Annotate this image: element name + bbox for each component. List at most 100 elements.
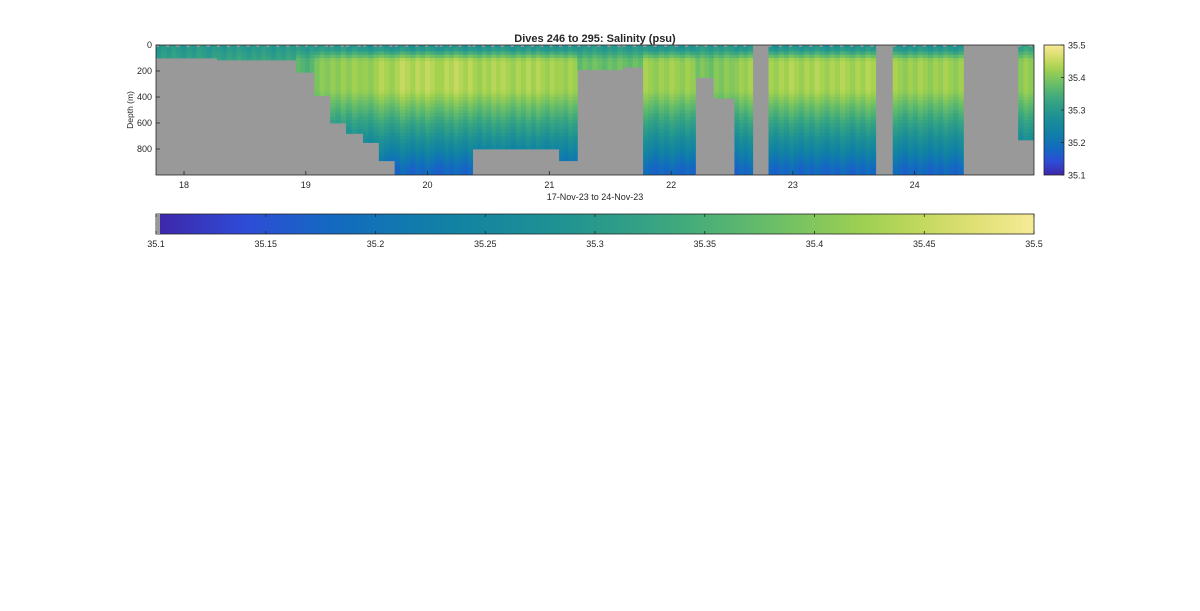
heatmap-cell [515, 80, 522, 85]
heatmap-cell [415, 97, 421, 101]
heatmap-cell [958, 74, 964, 78]
heatmap-cell [420, 162, 426, 166]
heatmap-cell [1028, 71, 1034, 75]
heatmap-cell [870, 171, 877, 175]
heatmap-cell [429, 110, 436, 114]
heatmap-cell [923, 129, 929, 134]
heatmap-cell [953, 145, 959, 150]
heatmap-cell [345, 77, 353, 82]
heatmap-cell [477, 90, 483, 95]
heatmap-cell [850, 158, 856, 163]
heatmap-cell [434, 110, 441, 114]
heatmap-cell [444, 113, 450, 117]
heatmap-cell [958, 84, 964, 88]
heatmap-cell [734, 54, 740, 59]
heatmap-cell [783, 158, 790, 163]
heatmap-cell [778, 165, 785, 169]
heatmap-cell [870, 145, 877, 150]
heatmap-cell [572, 139, 578, 143]
heatmap-cell [788, 58, 795, 62]
heatmap-cell [809, 119, 815, 124]
heatmap-cell [648, 93, 654, 98]
heatmap-cell [917, 61, 924, 65]
heatmap-cell [669, 158, 675, 163]
heatmap-cell [943, 132, 949, 137]
heatmap-cell [357, 97, 364, 101]
heatmap-cell [773, 106, 780, 111]
heatmap-cell [713, 71, 720, 75]
heatmap-cell [617, 48, 623, 52]
heatmap-cell [794, 87, 800, 91]
heatmap-cell [520, 48, 527, 52]
heatmap-cell [953, 48, 959, 52]
heatmap-column [161, 45, 167, 59]
heatmap-cell [690, 106, 696, 111]
heatmap-cell [948, 97, 954, 101]
heatmap-cell [804, 155, 810, 160]
heatmap-cell [897, 74, 904, 78]
heatmap-cell [449, 171, 455, 175]
heatmap-column [834, 45, 841, 175]
heatmap-cell [648, 132, 654, 137]
heatmap-cell [597, 51, 603, 56]
heatmap-cell [632, 61, 639, 65]
heatmap-cell [669, 84, 675, 88]
heatmap-cell [824, 61, 831, 65]
heatmap-cell [824, 106, 831, 111]
heatmap-cell [439, 113, 445, 117]
heatmap-cell [554, 123, 560, 127]
heatmap-cell [378, 64, 385, 69]
bottom-colorbar-tick-label: 35.5 [1025, 239, 1043, 249]
heatmap-cell [415, 171, 421, 175]
heatmap-cell [477, 87, 483, 91]
heatmap-cell [783, 113, 790, 117]
heatmap-cell [743, 87, 749, 91]
surface-gap [449, 45, 452, 47]
heatmap-cell [653, 80, 660, 85]
heatmap-cell [845, 103, 851, 108]
heatmap-cell [486, 74, 492, 78]
heatmap-cell [917, 90, 924, 95]
heatmap-cell [839, 51, 846, 56]
heatmap-cell [340, 64, 347, 69]
heatmap-cell [531, 58, 537, 62]
heatmap-cell [1018, 93, 1024, 98]
heatmap-cell [276, 48, 282, 52]
heatmap-cell [897, 123, 904, 127]
heatmap-cell [384, 136, 390, 140]
heatmap-cell [429, 171, 436, 175]
heatmap-cell [1018, 74, 1024, 78]
heatmap-cell [617, 61, 623, 65]
heatmap-cell [819, 48, 826, 52]
heatmap-cell [500, 119, 507, 124]
heatmap-cell [690, 136, 696, 140]
heatmap-cell [839, 67, 846, 72]
heatmap-column [684, 45, 691, 175]
heatmap-cell [495, 54, 502, 59]
heatmap-cell [477, 58, 483, 62]
heatmap-cell [577, 51, 583, 56]
heatmap-cell [563, 45, 569, 49]
heatmap-column [690, 45, 696, 175]
heatmap-cell [453, 152, 459, 156]
heatmap-cell [734, 103, 740, 108]
heatmap-cell [458, 103, 464, 108]
heatmap-cell [850, 162, 856, 166]
heatmap-cell [545, 51, 551, 56]
heatmap-cell [420, 116, 426, 121]
heatmap-cell [351, 100, 358, 104]
heatmap-cell [495, 110, 502, 114]
heatmap-cell [449, 165, 455, 169]
heatmap-cell [607, 48, 613, 52]
heatmap-cell [568, 139, 574, 143]
heatmap-cell [373, 51, 380, 56]
heatmap-cell [809, 103, 815, 108]
heatmap-cell [458, 80, 464, 85]
heatmap-cell [429, 93, 436, 98]
heatmap-cell [788, 123, 795, 127]
heatmap-cell [669, 71, 675, 75]
heatmap-cell [549, 77, 555, 82]
heatmap-cell [319, 54, 326, 59]
heatmap-cell [834, 123, 841, 127]
heatmap-cell [819, 103, 826, 108]
